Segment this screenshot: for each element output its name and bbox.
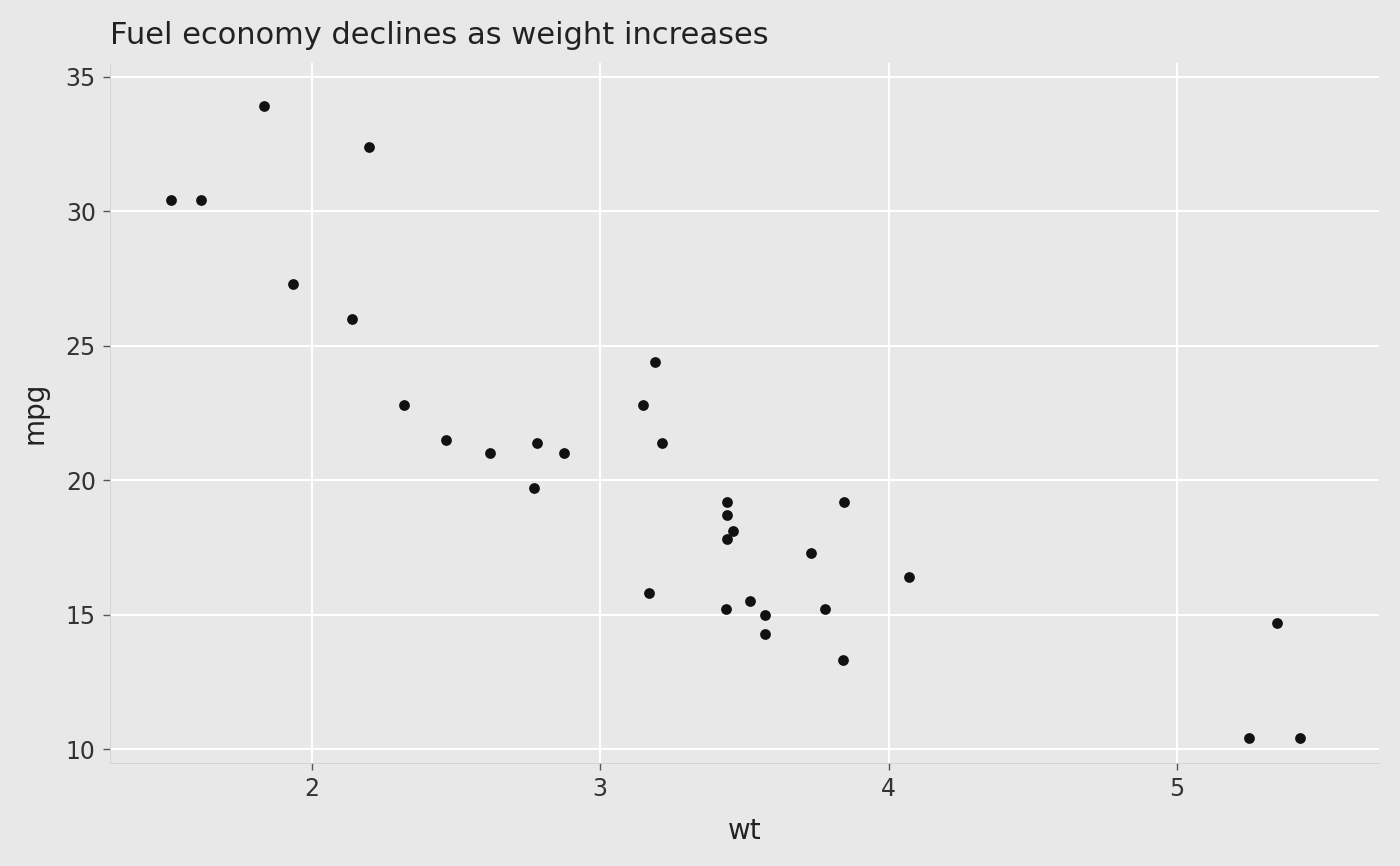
Point	[393, 398, 416, 412]
Point	[358, 139, 381, 153]
Point	[753, 608, 776, 622]
Point	[813, 603, 836, 617]
Point	[1238, 732, 1260, 746]
Point	[832, 654, 854, 668]
Point	[525, 436, 547, 449]
Point	[714, 603, 736, 617]
X-axis label: wt: wt	[728, 818, 762, 845]
Point	[160, 193, 182, 207]
Point	[253, 100, 276, 113]
Y-axis label: mpg: mpg	[21, 382, 49, 444]
Point	[753, 627, 776, 641]
Point	[340, 312, 363, 326]
Point	[721, 525, 743, 539]
Point	[1266, 616, 1288, 630]
Point	[715, 494, 738, 508]
Point	[715, 508, 738, 522]
Point	[739, 594, 762, 608]
Point	[833, 494, 855, 508]
Point	[281, 277, 304, 291]
Point	[479, 446, 501, 460]
Text: Fuel economy declines as weight increases: Fuel economy declines as weight increase…	[109, 21, 769, 50]
Point	[638, 586, 661, 600]
Point	[715, 533, 738, 546]
Point	[644, 355, 666, 369]
Point	[553, 446, 575, 460]
Point	[651, 436, 673, 449]
Point	[897, 570, 920, 584]
Point	[434, 433, 456, 447]
Point	[522, 481, 545, 495]
Point	[1288, 732, 1310, 746]
Point	[189, 193, 211, 207]
Point	[633, 398, 655, 412]
Point	[799, 546, 822, 559]
